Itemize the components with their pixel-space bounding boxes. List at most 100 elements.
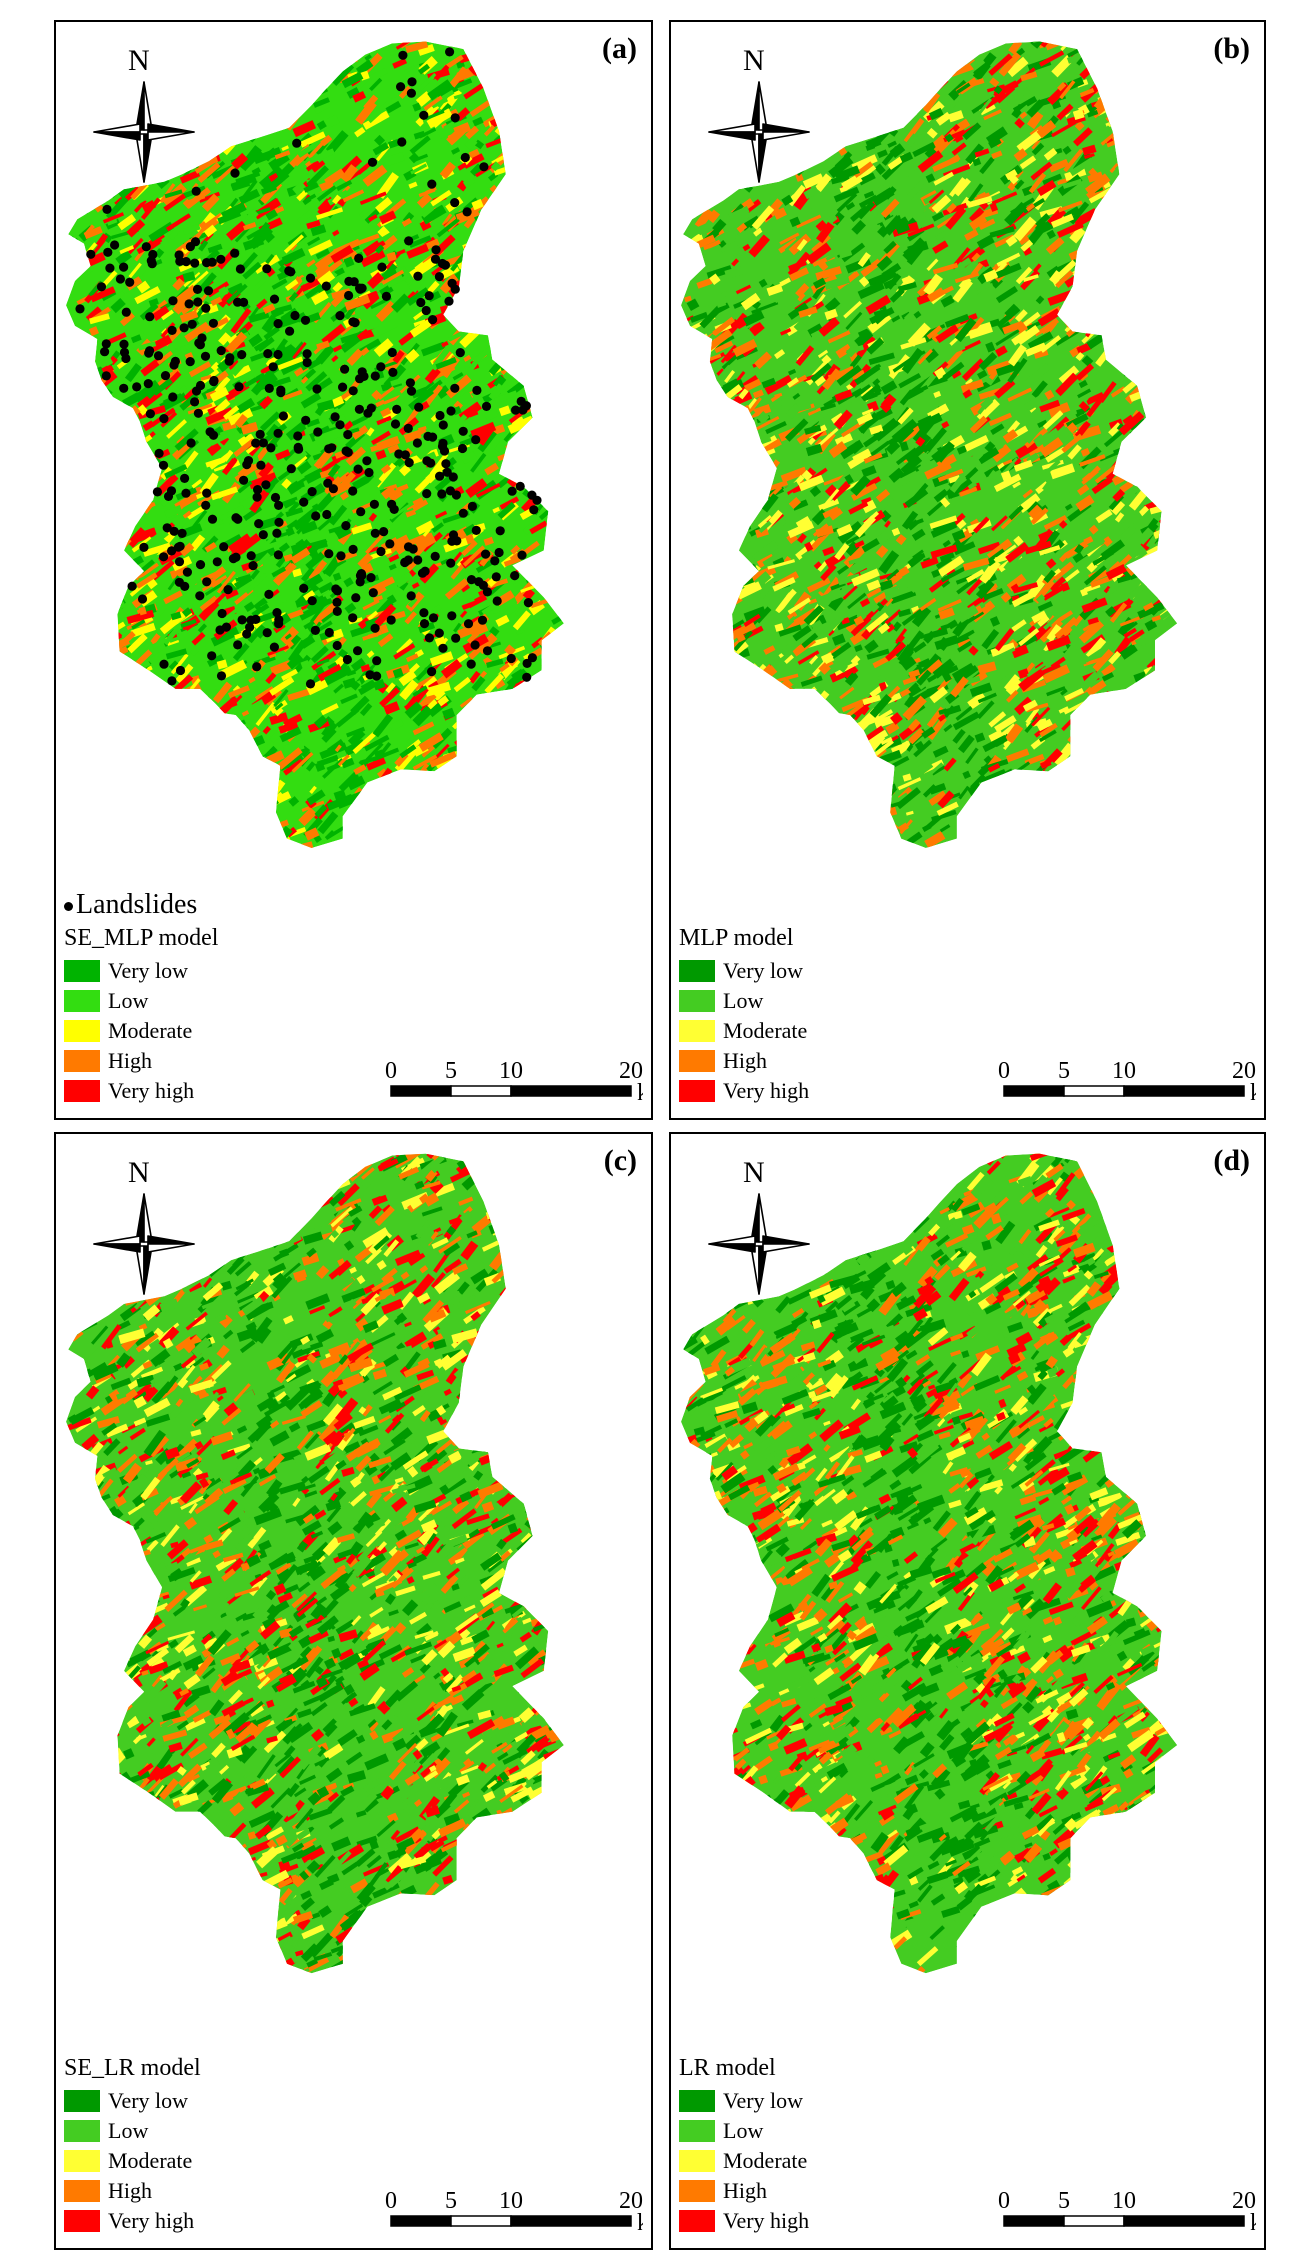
landslide-point: [310, 625, 320, 636]
scale-tick-label: 10: [499, 1058, 523, 1084]
landslide-point: [167, 546, 177, 556]
legend-swatch: [64, 2210, 100, 2232]
landslide-point: [246, 615, 256, 625]
north-arrow-icon: [708, 1193, 810, 1295]
landslide-point: [201, 303, 211, 313]
landslide-point: [174, 557, 185, 567]
landslide-point: [354, 253, 364, 263]
landslide-point: [482, 587, 492, 597]
landslide-point: [492, 596, 502, 606]
landslide-point: [119, 262, 129, 272]
landslide-point: [406, 88, 416, 98]
landslide-point: [376, 362, 386, 372]
north-label: N: [743, 1156, 765, 1189]
landslide-point: [285, 326, 295, 336]
landslide-point: [293, 431, 303, 441]
landslide-point: [202, 488, 212, 498]
landslide-point: [381, 291, 391, 301]
scale-tick-label: 5: [445, 2188, 457, 2214]
landslide-point: [181, 257, 191, 267]
landslide-point: [302, 349, 312, 359]
landslide-point: [438, 420, 448, 430]
landslide-point: [434, 628, 444, 638]
landslide-point: [390, 419, 401, 429]
landslide-point: [396, 82, 406, 92]
landslide-point: [217, 608, 227, 619]
landslide-point: [441, 459, 451, 469]
landslide-point: [437, 258, 447, 269]
landslide-point: [335, 420, 345, 430]
legend-label: Low: [108, 988, 149, 1013]
landslide-point: [293, 442, 303, 452]
landslide-point: [276, 385, 286, 395]
landslide-point: [527, 653, 537, 663]
legend-rows: Very low Low Moderate High Very high: [64, 956, 218, 1106]
legend-label: Moderate: [108, 2148, 193, 2173]
landslide-point: [370, 528, 380, 538]
landslide-point: [527, 490, 537, 500]
landslide-point: [419, 619, 430, 629]
landslide-point: [348, 386, 358, 396]
landslide-point: [224, 356, 234, 366]
landslide-point: [419, 110, 429, 120]
landslide-point: [311, 511, 321, 521]
landslide-point: [239, 475, 249, 485]
scale-tick-label: 0: [998, 2188, 1010, 2214]
landslide-point: [230, 248, 240, 258]
landslide-point: [290, 310, 300, 321]
landslide-point: [301, 415, 311, 425]
legend-swatch: [679, 990, 715, 1012]
landslide-point: [491, 572, 501, 582]
landslide-point: [495, 526, 505, 536]
landslide-point: [191, 386, 202, 396]
legend-label: Very low: [108, 958, 189, 983]
landslide-point: [332, 606, 342, 617]
landslide-point: [154, 448, 164, 458]
landslide-point: [430, 254, 441, 264]
landslide-point: [230, 168, 240, 178]
landslide-point: [467, 501, 477, 511]
landslide-point: [162, 523, 172, 533]
legend-item: Low: [64, 986, 218, 1016]
landslide-point: [160, 371, 171, 381]
landslide-point: [96, 282, 107, 292]
scale-tick-label: 20: [1232, 1058, 1256, 1084]
landslide-points: [75, 47, 542, 689]
landslide-point: [252, 662, 262, 672]
legend-item: Very low: [64, 956, 218, 986]
legend-item: Low: [64, 2116, 201, 2146]
panel-label: (d): [1213, 1144, 1250, 1177]
landslide-point: [235, 264, 245, 274]
legend-swatch: [679, 2150, 715, 2172]
landslide-point: [274, 619, 284, 629]
landslide-point: [305, 273, 316, 283]
landslide-point: [424, 291, 434, 301]
landslide-point: [330, 412, 340, 422]
landslide-point: [338, 382, 348, 392]
landslide-point: [86, 249, 96, 259]
map-panel-a: N (a) Landslides SE_MLP model Very low Lo…: [54, 20, 653, 1120]
map-panel-c: N (c) SE_LR model Very low Low Moderate Hig…: [54, 1132, 653, 2250]
landslide-point: [427, 667, 437, 677]
landslide-point: [266, 443, 276, 453]
landslide-point: [444, 296, 454, 306]
landslide-point-icon: [64, 902, 73, 912]
landslide-point: [343, 430, 353, 440]
legend-swatch: [64, 2180, 100, 2202]
landslide-point: [518, 405, 528, 415]
legend-swatch: [679, 1080, 715, 1102]
legend-swatch: [679, 2180, 715, 2202]
north-label: N: [743, 44, 765, 77]
landslide-point: [191, 186, 201, 196]
legend-swatch: [64, 1020, 100, 1042]
legend-label: Very high: [108, 1078, 195, 1103]
legend-label: Very low: [723, 2088, 804, 2113]
landslide-point: [145, 409, 155, 419]
landslide-point: [216, 254, 226, 264]
landslides-label: Landslides: [76, 889, 198, 920]
landslide-point: [482, 646, 493, 656]
landslide-point: [448, 472, 458, 482]
landslide-point: [182, 567, 192, 577]
legend-label: Very high: [723, 2208, 810, 2233]
landslide-point: [438, 643, 448, 653]
